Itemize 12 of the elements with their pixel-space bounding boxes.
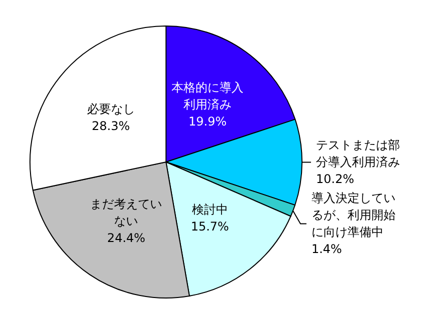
data-label: 10.2% (316, 172, 354, 186)
data-label: 24.4% (107, 230, 146, 245)
slice-label: 導入決定しているが、利用開始に向け準備中 (311, 191, 396, 240)
data-label: 1.4% (311, 242, 342, 256)
slice-label: 本格的に導入利用済み (172, 80, 244, 112)
slice-label: まだ考えていない (90, 196, 162, 228)
slice-label: テストまたは部分導入利用済み (316, 138, 400, 170)
data-label: 15.7% (190, 219, 229, 234)
slice-label: 必要なし (86, 102, 135, 116)
data-label: 19.9% (188, 114, 227, 128)
data-label: 28.3% (92, 118, 130, 133)
slice-label: 検討中 (192, 202, 228, 216)
